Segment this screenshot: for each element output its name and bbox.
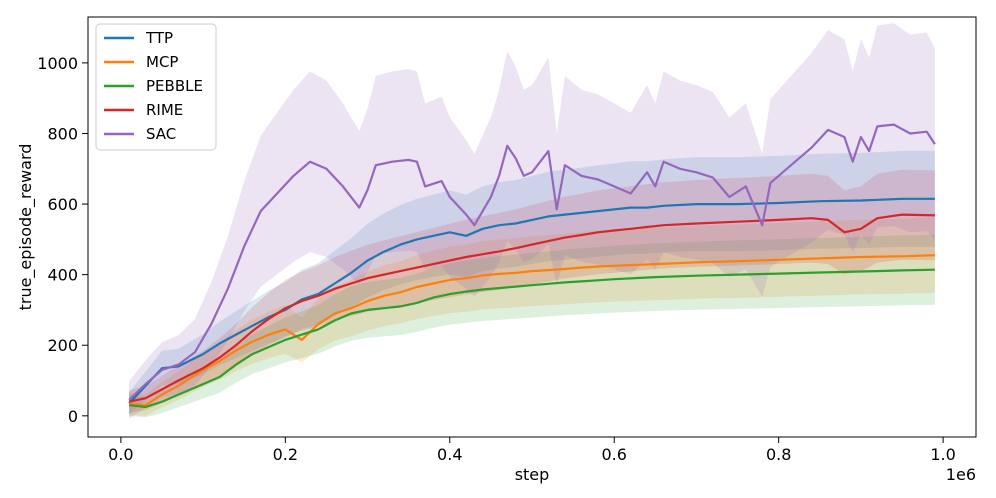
line-sac — [128, 123, 936, 401]
x-tick-label: 1.0 — [930, 445, 955, 464]
legend: TTP MCP PEBBLE RIME SAC — [95, 23, 217, 151]
y-tick-label: 800 — [47, 124, 78, 143]
legend-label-rime: RIME — [146, 101, 183, 119]
y-axis-ticks: 0 200 400 600 800 1000 — [37, 54, 88, 426]
band-pebble — [129, 234, 935, 418]
x-axis-ticks: 0.0 0.2 0.4 0.6 0.8 1.0 — [108, 437, 956, 464]
band-rime — [129, 169, 935, 414]
x-tick-label: 0.2 — [273, 445, 298, 464]
line-ttp — [128, 197, 935, 405]
x-tick-label: 0.8 — [766, 445, 791, 464]
x-axis-label: step — [515, 465, 550, 484]
x-tick-label: 0.0 — [108, 445, 133, 464]
legend-label-pebble: PEBBLE — [146, 77, 203, 95]
x-axis-offset-label: 1e6 — [946, 465, 976, 484]
y-tick-label: 0 — [68, 407, 78, 426]
band-mcp — [129, 217, 935, 416]
x-tick-label: 0.6 — [601, 445, 626, 464]
line-mcp — [128, 254, 935, 407]
y-tick-label: 400 — [47, 266, 78, 285]
legend-label-ttp: TTP — [145, 29, 173, 47]
legend-label-sac: SAC — [146, 125, 176, 143]
series-lines — [128, 123, 936, 409]
y-axis-label: true_episode_reward — [16, 144, 36, 311]
x-tick-label: 0.4 — [437, 445, 462, 464]
y-tick-label: 200 — [47, 336, 78, 355]
y-tick-label: 600 — [47, 195, 78, 214]
y-tick-label: 1000 — [37, 54, 78, 73]
line-pebble — [128, 268, 935, 409]
line-rime — [128, 213, 935, 403]
legend-box — [95, 23, 217, 151]
legend-label-mcp: MCP — [146, 53, 178, 71]
band-ttp — [129, 150, 935, 415]
plot-frame — [87, 16, 977, 438]
